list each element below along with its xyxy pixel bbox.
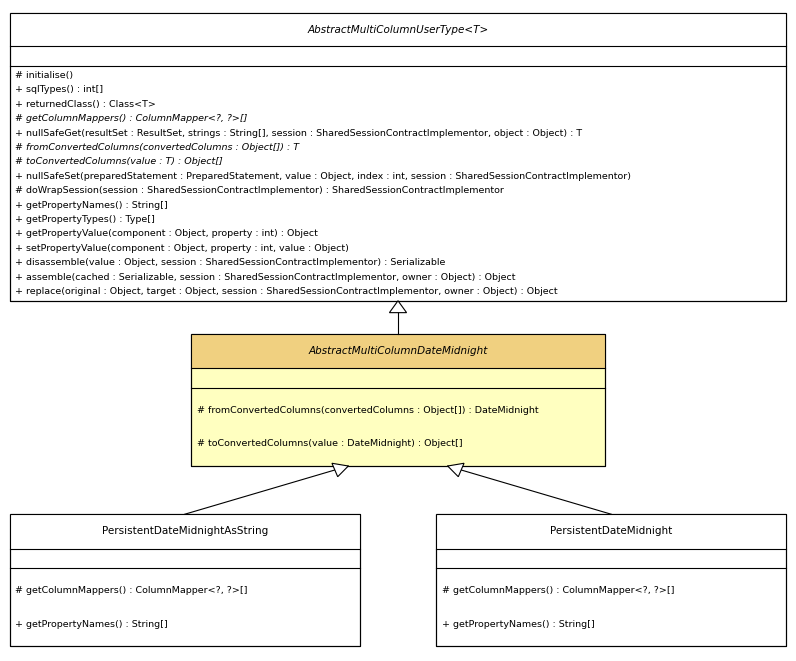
- Text: + nullSafeSet(preparedStatement : PreparedStatement, value : Object, index : int: + nullSafeSet(preparedStatement : Prepar…: [15, 172, 631, 180]
- Text: PersistentDateMidnightAsString: PersistentDateMidnightAsString: [102, 526, 267, 537]
- Text: + setPropertyValue(component : Object, property : int, value : Object): + setPropertyValue(component : Object, p…: [15, 244, 349, 253]
- Bar: [10, 13, 786, 46]
- Bar: [10, 13, 786, 301]
- Bar: [10, 514, 360, 549]
- Text: AbstractMultiColumnDateMidnight: AbstractMultiColumnDateMidnight: [308, 346, 488, 356]
- Bar: [10, 514, 360, 646]
- Text: # initialise(): # initialise(): [15, 71, 73, 80]
- Polygon shape: [447, 463, 464, 477]
- Bar: [10, 514, 360, 646]
- Text: # getColumnMappers() : ColumnMapper<?, ?>[]: # getColumnMappers() : ColumnMapper<?, ?…: [15, 586, 248, 595]
- Text: AbstractMultiColumnUserType<T>: AbstractMultiColumnUserType<T>: [307, 24, 489, 35]
- Bar: [191, 334, 605, 466]
- Text: + getPropertyNames() : String[]: + getPropertyNames() : String[]: [442, 620, 595, 629]
- Text: # toConvertedColumns(value : T) : Object[]: # toConvertedColumns(value : T) : Object…: [15, 157, 223, 167]
- Text: # fromConvertedColumns(convertedColumns : Object[]) : T: # fromConvertedColumns(convertedColumns …: [15, 143, 299, 152]
- Bar: [191, 334, 605, 466]
- Bar: [436, 514, 786, 646]
- Text: + getPropertyNames() : String[]: + getPropertyNames() : String[]: [15, 620, 168, 629]
- Bar: [436, 514, 786, 646]
- Text: PersistentDateMidnight: PersistentDateMidnight: [550, 526, 673, 537]
- Bar: [436, 514, 786, 549]
- Text: + replace(original : Object, target : Object, session : SharedSessionContractImp: + replace(original : Object, target : Ob…: [15, 287, 558, 296]
- Text: + returnedClass() : Class<T>: + returnedClass() : Class<T>: [15, 100, 156, 109]
- Text: # fromConvertedColumns(convertedColumns : Object[]) : DateMidnight: # fromConvertedColumns(convertedColumns …: [197, 406, 538, 414]
- Bar: [191, 334, 605, 368]
- Bar: [10, 13, 786, 301]
- Text: # toConvertedColumns(value : DateMidnight) : Object[]: # toConvertedColumns(value : DateMidnigh…: [197, 440, 462, 448]
- Text: # getColumnMappers() : ColumnMapper<?, ?>[]: # getColumnMappers() : ColumnMapper<?, ?…: [15, 114, 248, 123]
- Text: + getPropertyNames() : String[]: + getPropertyNames() : String[]: [15, 200, 168, 210]
- Polygon shape: [332, 463, 349, 477]
- Text: + getPropertyValue(component : Object, property : int) : Object: + getPropertyValue(component : Object, p…: [15, 229, 318, 239]
- Text: # getColumnMappers() : ColumnMapper<?, ?>[]: # getColumnMappers() : ColumnMapper<?, ?…: [442, 586, 674, 595]
- Text: + getPropertyTypes() : Type[]: + getPropertyTypes() : Type[]: [15, 215, 155, 224]
- Text: + sqlTypes() : int[]: + sqlTypes() : int[]: [15, 85, 103, 95]
- Text: + nullSafeGet(resultSet : ResultSet, strings : String[], session : SharedSession: + nullSafeGet(resultSet : ResultSet, str…: [15, 128, 582, 137]
- Text: + assemble(cached : Serializable, session : SharedSessionContractImplementor, ow: + assemble(cached : Serializable, sessio…: [15, 272, 516, 282]
- Polygon shape: [389, 301, 407, 313]
- Text: # doWrapSession(session : SharedSessionContractImplementor) : SharedSessionContr: # doWrapSession(session : SharedSessionC…: [15, 186, 504, 195]
- Text: + disassemble(value : Object, session : SharedSessionContractImplementor) : Seri: + disassemble(value : Object, session : …: [15, 258, 446, 267]
